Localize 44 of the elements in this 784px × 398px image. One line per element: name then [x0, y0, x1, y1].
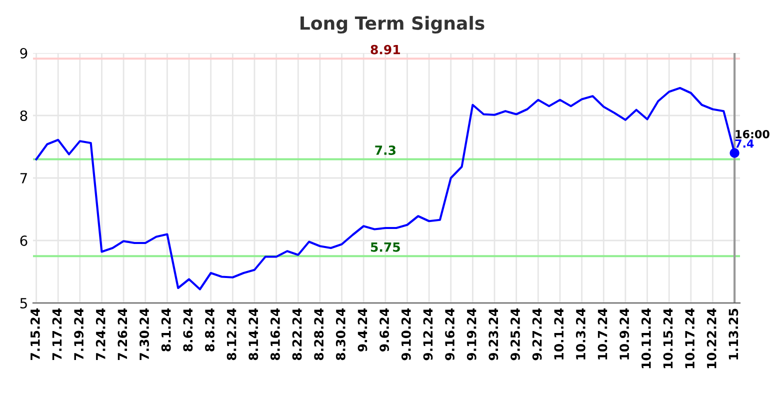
x-tick-label: 8.8.24 — [205, 308, 214, 352]
x-tick-label: 9.19.24 — [466, 308, 476, 360]
x-tick-label: 8.1.24 — [161, 308, 171, 352]
x-tick-label: 10.22.24 — [706, 308, 716, 368]
x-tick-label: 8.14.24 — [248, 308, 258, 360]
x-tick-label: 9.27.24 — [532, 308, 542, 360]
x-tick-label: 8.28.24 — [314, 308, 324, 360]
x-tick-label: 9.6.24 — [380, 308, 390, 352]
x-tick-label: 10.9.24 — [620, 308, 630, 360]
x-tick-label: 7.30.24 — [140, 308, 150, 360]
x-tick-label: 8.6.24 — [183, 308, 193, 352]
x-tick-label: 1.13.25 — [728, 308, 738, 360]
x-tick-label: 9.25.24 — [510, 308, 520, 360]
y-tick-label: 5 — [20, 298, 27, 308]
x-tick-label: 8.30.24 — [336, 308, 346, 360]
x-tick-label: 10.11.24 — [641, 308, 651, 368]
x-tick-label: 10.15.24 — [663, 308, 673, 368]
x-tick-label: 7.15.24 — [30, 308, 40, 360]
x-tick-label: 9.16.24 — [445, 308, 454, 360]
x-tick-label: 7.26.24 — [118, 308, 128, 360]
x-tick-label: 9.23.24 — [488, 308, 498, 360]
ref-line-label: 7.3 — [375, 146, 396, 155]
x-tick-label: 8.16.24 — [270, 308, 280, 360]
x-tick-label: 7.19.24 — [74, 308, 84, 360]
x-tick-label: 9.10.24 — [401, 308, 411, 360]
y-tick-label: 9 — [20, 48, 28, 58]
x-tick-label: 8.12.24 — [226, 308, 236, 360]
x-tick-label: 10.1.24 — [554, 308, 564, 360]
ref-line-label: 5.75 — [370, 242, 400, 252]
chart-title: Long Term Signals — [300, 16, 484, 34]
x-tick-label: 10.3.24 — [576, 308, 586, 360]
x-tick-label: 9.12.24 — [423, 308, 433, 360]
annotation: 7.4 — [735, 139, 754, 148]
x-tick-label: 10.7.24 — [598, 308, 608, 360]
annotation: 16:00 — [736, 130, 770, 138]
y-tick-label: 8 — [20, 110, 28, 121]
y-tick-label: 6 — [20, 235, 28, 246]
x-tick-label: 9.4.24 — [358, 308, 368, 352]
ref-line-label: 8.91 — [370, 44, 400, 54]
x-tick-label: 7.24.24 — [96, 308, 106, 360]
y-tick-label: 7 — [20, 173, 27, 184]
x-tick-label: 7.17.24 — [52, 308, 62, 360]
x-tick-label: 10.17.24 — [685, 308, 695, 368]
x-tick-label: 8.22.24 — [292, 308, 302, 360]
